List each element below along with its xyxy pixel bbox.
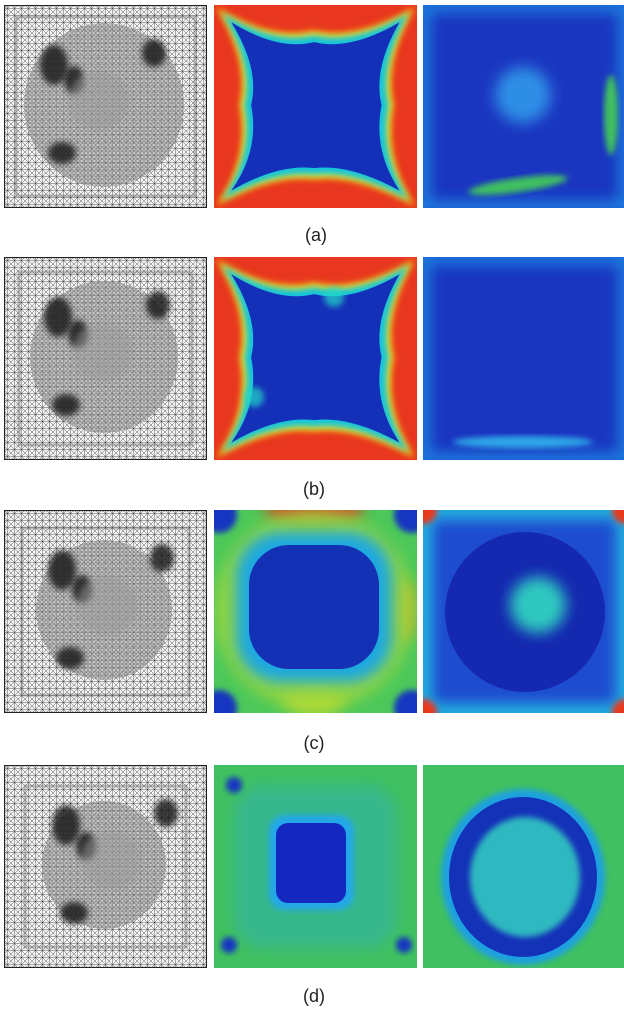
heatmap-panel-content <box>423 765 624 968</box>
heatmap-panel-content <box>214 5 417 208</box>
heat-blue <box>276 823 346 903</box>
mesh-panel <box>4 510 207 713</box>
mesh-blob <box>77 575 137 635</box>
figure: (a) (b) (c) (d) <box>0 0 624 1012</box>
mesh-blob <box>52 805 80 845</box>
heatmap-panel-content <box>214 765 417 968</box>
panel-label: (b) <box>303 479 325 499</box>
mesh-blob <box>48 550 76 590</box>
heat-bg <box>423 257 624 460</box>
heat-spot <box>324 287 344 307</box>
heatmap-panel <box>409 496 624 727</box>
heatmap-panel <box>214 257 417 460</box>
heat-blue <box>231 22 399 190</box>
heat-streak <box>604 75 618 155</box>
mesh-panel-content <box>4 510 207 713</box>
mesh-blob <box>154 799 178 827</box>
heatmap-panel-content <box>409 496 624 727</box>
mesh-panel-content <box>4 765 207 968</box>
heatmap-panel <box>423 5 624 208</box>
panel-label: (a) <box>305 225 327 245</box>
mesh-blob <box>56 647 84 669</box>
heat-blue <box>249 545 379 669</box>
mesh-blob <box>44 297 72 337</box>
heatmap-panel-content <box>423 257 624 460</box>
heatmap-panel <box>201 496 430 726</box>
mesh-panel <box>4 765 207 968</box>
heat-center <box>470 817 580 937</box>
heat-corner <box>226 777 242 793</box>
heatmap-panel-content <box>201 496 430 726</box>
mesh-panel <box>4 5 207 208</box>
mesh-blob <box>142 39 166 67</box>
heatmap-panel <box>214 765 417 968</box>
mesh-blob <box>52 394 80 416</box>
mesh-blob <box>69 70 129 130</box>
mesh-blob <box>60 902 88 924</box>
panel-label: (d) <box>303 986 325 1006</box>
panel-label: (c) <box>304 733 325 753</box>
heat-corner <box>221 937 237 953</box>
mesh-panel <box>4 257 207 460</box>
heatmap-panel <box>423 257 624 460</box>
mesh-blob <box>150 544 174 572</box>
mesh-panel-content <box>4 5 207 208</box>
heat-streak <box>453 436 593 448</box>
heatmap-panel <box>423 765 624 968</box>
heat-blue <box>231 274 399 442</box>
mesh-blob <box>73 322 133 382</box>
mesh-blob <box>40 45 68 85</box>
mesh-blob <box>48 142 76 164</box>
mesh-blob <box>81 830 141 890</box>
heatmap-panel <box>214 5 417 208</box>
heatmap-panel-content <box>214 257 417 460</box>
heat-center <box>495 67 551 123</box>
heat-corner <box>396 937 412 953</box>
mesh-blob <box>146 291 170 319</box>
heat-center <box>510 577 566 633</box>
page: {"figure": {"rows": [{"label": "(a)"}, {… <box>0 0 624 1012</box>
heatmap-panel-content <box>423 5 624 208</box>
heat-spot <box>244 387 264 407</box>
mesh-panel-content <box>4 257 207 460</box>
